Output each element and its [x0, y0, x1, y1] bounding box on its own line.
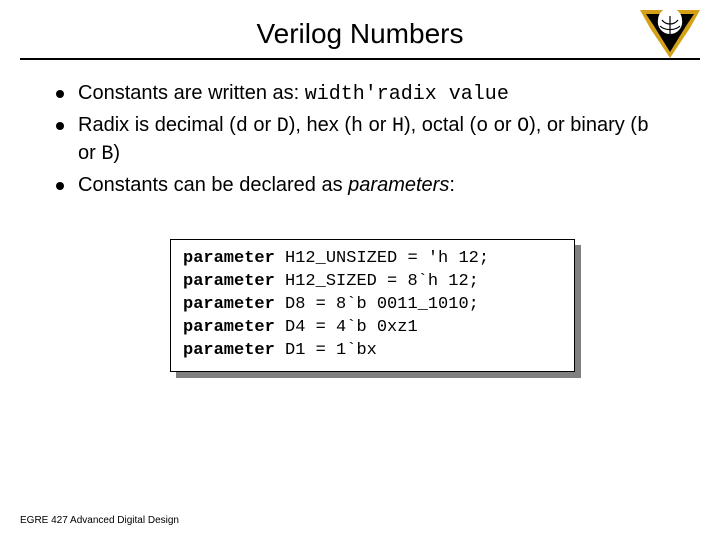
bullet-item: Constants are written as: width'radix va… [50, 80, 670, 108]
bullet-text: or [248, 114, 277, 136]
code-line: D4 = 4`b 0xz1 [285, 318, 418, 337]
code-keyword: parameter [183, 249, 275, 268]
bullet-text: ), or binary ( [529, 114, 637, 136]
bullet-text: Constants can be declared as [78, 174, 348, 196]
bullet-text: ), octal ( [404, 114, 476, 136]
slide-content: Constants are written as: width'radix va… [0, 60, 720, 372]
bullet-text: or [363, 114, 392, 136]
bullet-text: : [449, 174, 455, 196]
inline-code: o [476, 115, 488, 138]
inline-code: d [236, 115, 248, 138]
code-line: H12_UNSIZED = 'h 12; [285, 249, 489, 268]
inline-code: B [101, 143, 113, 166]
code-keyword: parameter [183, 295, 275, 314]
code-line: D1 = 1`bx [285, 341, 377, 360]
inline-code: O [517, 115, 529, 138]
code-box: parameter H12_UNSIZED = 'h 12; parameter… [170, 239, 575, 372]
bullet-list: Constants are written as: width'radix va… [50, 80, 670, 199]
slide-title: Verilog Numbers [0, 0, 720, 58]
bullet-text: or [78, 142, 101, 164]
bullet-text: Constants are written as: [78, 82, 305, 104]
inline-code: h [351, 115, 363, 138]
bullet-emphasis: parameters [348, 174, 449, 196]
code-keyword: parameter [183, 318, 275, 337]
bullet-text: or [488, 114, 517, 136]
inline-code: b [637, 115, 649, 138]
bullet-item: Radix is decimal (d or D), hex (h or H),… [50, 112, 670, 168]
bullet-item: Constants can be declared as parameters: [50, 172, 670, 199]
code-line: H12_SIZED = 8`h 12; [285, 272, 479, 291]
code-line: D8 = 8`b 0011_1010; [285, 295, 479, 314]
bullet-text: ), hex ( [289, 114, 351, 136]
code-box-inner: parameter H12_UNSIZED = 'h 12; parameter… [170, 239, 575, 372]
inline-code: D [277, 115, 289, 138]
slide-logo [640, 10, 700, 58]
bullet-text: ) [113, 142, 120, 164]
inline-code: H [392, 115, 404, 138]
inline-code: width'radix value [305, 83, 509, 106]
bullet-text: Radix is decimal ( [78, 114, 236, 136]
code-keyword: parameter [183, 272, 275, 291]
code-keyword: parameter [183, 341, 275, 360]
slide-footer: EGRE 427 Advanced Digital Design [20, 515, 179, 526]
